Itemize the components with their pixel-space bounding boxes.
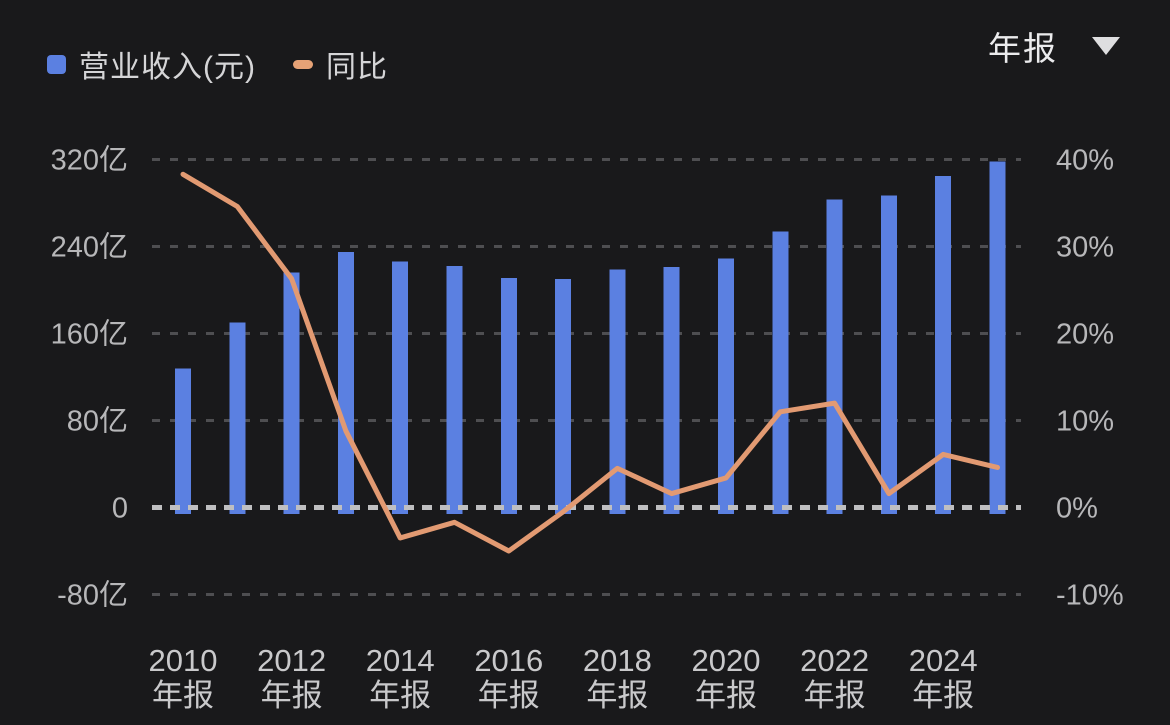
yoy-legend-label: 同比: [325, 51, 388, 84]
revenue-legend-marker-icon: [47, 54, 66, 74]
right-axis-tick: 10%: [1056, 406, 1114, 438]
right-axis-tick: 30%: [1056, 232, 1114, 264]
bar-2024[interactable]: [935, 175, 952, 514]
bar-2025[interactable]: [989, 161, 1006, 515]
x-axis-tick-period: 年报: [912, 678, 974, 713]
yoy-legend-marker-icon: [292, 59, 313, 69]
right-axis-tick: 20%: [1056, 319, 1114, 351]
x-axis-tick-year: 2020: [692, 643, 761, 678]
left-axis-tick: 320亿: [51, 144, 128, 177]
x-axis-tick-year: 2016: [474, 643, 543, 678]
bar-2022[interactable]: [826, 199, 843, 515]
x-axis-tick-year: 2024: [909, 643, 978, 678]
x-axis-tick-year: 2018: [583, 643, 652, 678]
caret-down-icon: [1092, 37, 1120, 55]
bar-2018[interactable]: [609, 269, 626, 514]
report-period-dropdown[interactable]: 年报: [988, 22, 1120, 70]
x-axis-tick-period: 年报: [152, 678, 214, 713]
bar-2014[interactable]: [392, 261, 409, 514]
chart-header: 营业收入(元) 同比 年报: [0, 0, 1170, 95]
x-axis-tick-period: 年报: [369, 678, 431, 713]
bar-2016[interactable]: [500, 278, 517, 514]
right-axis-tick: -10%: [1056, 580, 1124, 612]
report-period-label: 年报: [988, 30, 1058, 67]
yoy-line[interactable]: [180, 171, 1000, 554]
x-axis-tick-year: 2014: [366, 643, 435, 678]
right-axis-tick: 0%: [1056, 493, 1098, 525]
x-axis-tick-year: 2012: [257, 643, 326, 678]
revenue-legend-label: 营业收入(元): [79, 51, 256, 84]
x-axis-tick-period: 年报: [478, 678, 540, 713]
x-axis-tick-year: 2022: [800, 643, 869, 678]
bar-2020[interactable]: [718, 258, 734, 514]
left-axis-tick: 240亿: [51, 231, 128, 264]
bar-2023[interactable]: [880, 195, 897, 514]
left-axis-tick: 160亿: [51, 318, 128, 351]
bar-2013[interactable]: [337, 251, 354, 514]
bar-2019[interactable]: [663, 267, 680, 514]
x-axis-tick-period: 年报: [695, 678, 757, 713]
x-axis-tick-period: 年报: [586, 678, 648, 713]
bar-2010[interactable]: [175, 368, 191, 514]
legend-item-revenue[interactable]: 营业收入(元): [47, 42, 256, 86]
x-axis-tick-period: 年报: [804, 678, 866, 713]
chart-legend: 营业收入(元) 同比: [47, 42, 388, 86]
bar-2015[interactable]: [446, 266, 463, 514]
left-axis-tick: 80亿: [67, 405, 128, 438]
bar-2021[interactable]: [772, 231, 789, 514]
left-axis-tick: 0: [112, 493, 128, 525]
right-axis-tick: 40%: [1056, 145, 1114, 177]
bar-2011[interactable]: [229, 322, 246, 514]
legend-item-yoy[interactable]: 同比: [292, 42, 388, 86]
bar-2012[interactable]: [283, 272, 300, 514]
x-axis-tick-period: 年报: [261, 678, 323, 713]
left-axis-tick: -80亿: [57, 579, 128, 612]
bar-2017[interactable]: [555, 279, 572, 514]
x-axis-tick-year: 2010: [149, 643, 218, 678]
